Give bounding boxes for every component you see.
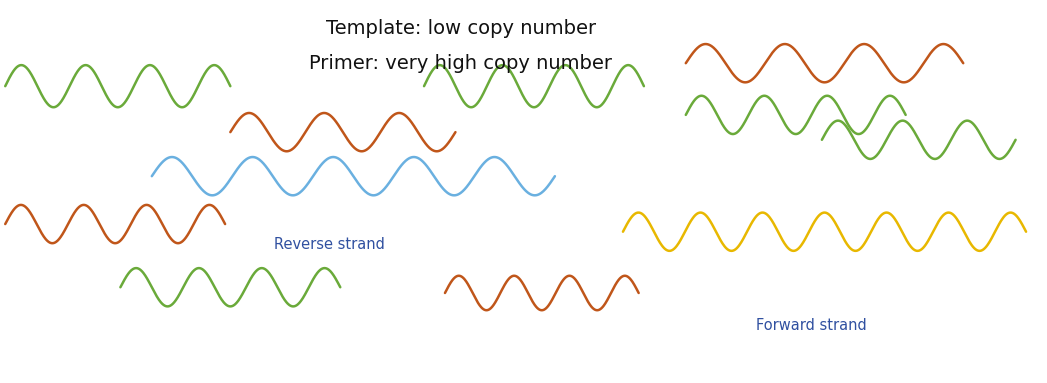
Text: Forward strand: Forward strand bbox=[756, 318, 867, 333]
Text: Template: low copy number: Template: low copy number bbox=[326, 19, 596, 38]
Text: Primer: very high copy number: Primer: very high copy number bbox=[309, 54, 612, 73]
Text: Reverse strand: Reverse strand bbox=[274, 237, 385, 252]
